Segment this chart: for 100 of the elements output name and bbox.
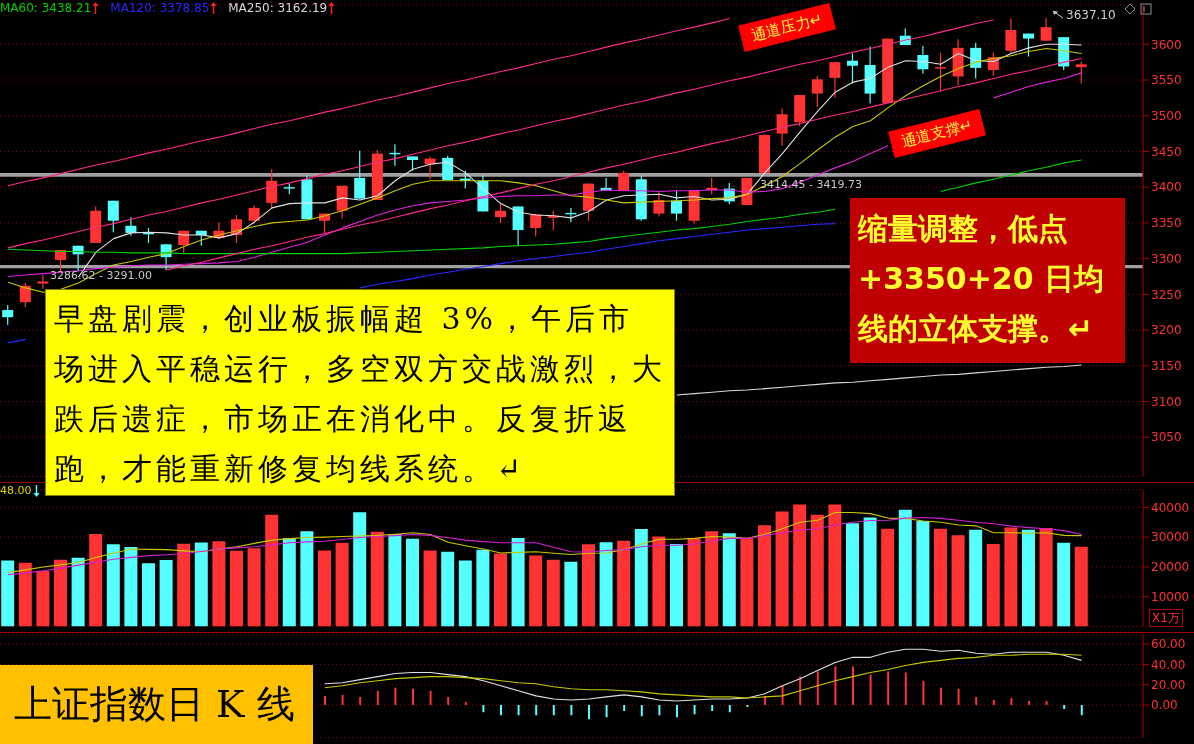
bar [1080,705,1083,716]
bar [775,511,789,627]
y-tick-label: 3350 [1151,216,1182,231]
bar [623,705,626,712]
bar [992,699,995,706]
bar [581,544,595,627]
bar [247,548,261,627]
bar [757,525,771,627]
candlestick [670,190,682,222]
bar [388,533,402,627]
bar [828,504,842,627]
bar [441,551,455,627]
y-tick-label: 3150 [1151,359,1182,374]
candlestick [442,155,454,181]
bar [212,541,226,627]
bar [869,674,872,706]
bar [517,705,520,716]
line-series [7,18,731,187]
bar [142,563,155,627]
candlestick [1040,17,1052,42]
annotation: 缩量调整，低点+3350+20 日均线的立体支撑。↵ [850,198,1125,363]
bar [851,666,854,706]
bar [658,705,661,716]
bar [318,550,331,627]
bar [265,514,279,627]
bar [376,690,379,706]
bar [1045,700,1048,706]
bar [511,538,525,627]
bar [194,542,208,627]
candlestick [107,200,119,233]
candlestick [125,216,137,237]
bar [793,504,807,627]
y-tick-label: 40000 [1151,500,1190,515]
y-tick-label: 3200 [1151,323,1182,338]
y-tick-label: 3300 [1151,251,1182,266]
bar [282,538,296,627]
bar [124,546,138,627]
candlestick [2,304,14,326]
candlestick [37,274,49,290]
bar [587,705,590,720]
bar [634,529,648,627]
y-tick-label: 10000 [1151,589,1190,604]
bar [693,705,696,715]
bar [447,696,450,706]
candlestick [55,249,67,273]
bar [476,549,490,627]
text: MA120: 3378.85 [110,1,210,15]
candlestick [494,202,506,224]
bar [546,559,560,627]
bar [552,705,555,716]
bar [458,560,472,627]
y-tick-label: 30000 [1151,530,1190,545]
y-tick-label: 60.00 [1151,637,1186,652]
y-tick-label: 3550 [1151,73,1182,88]
bar [482,705,485,713]
bar [781,685,784,706]
bar [640,705,643,717]
bar [159,560,173,627]
bar [957,688,960,706]
bar [412,688,414,706]
bar [89,533,103,627]
candlestick [846,52,858,85]
bar [711,705,714,712]
bar [570,705,573,716]
annotation: 通道压力↵ [738,3,836,52]
bar [887,671,890,706]
bar [863,517,877,627]
bar [1039,527,1053,627]
candlestick [811,75,823,108]
bar [898,509,912,627]
bar [341,694,344,706]
bar [335,542,349,627]
y-tick-label: 3450 [1151,144,1182,159]
bar [904,672,907,706]
y-tick-label: 0.00 [1151,698,1178,713]
bar [617,540,631,627]
text: 上证指数日 K 线 [0,665,313,744]
y-tick-label: 3400 [1151,180,1182,195]
candlestick [934,52,946,93]
bar [1074,546,1088,627]
y-tick-label: 3100 [1151,394,1182,409]
bar [106,544,120,627]
bar [1,560,15,627]
candlestick [917,45,929,75]
bar [230,550,243,627]
bar [881,528,895,627]
bar [1004,527,1018,627]
bar [535,705,538,716]
bar [975,696,978,706]
line-series [676,364,1083,396]
y-tick-label: 20.00 [1151,678,1186,692]
bar [986,544,1000,627]
bar [529,555,543,627]
bar [740,538,754,627]
bar [353,512,367,627]
annotation: 通道支撑↵ [888,109,986,158]
bar [1063,705,1066,710]
bar [499,705,502,716]
bar [746,705,749,708]
bar [177,543,191,627]
